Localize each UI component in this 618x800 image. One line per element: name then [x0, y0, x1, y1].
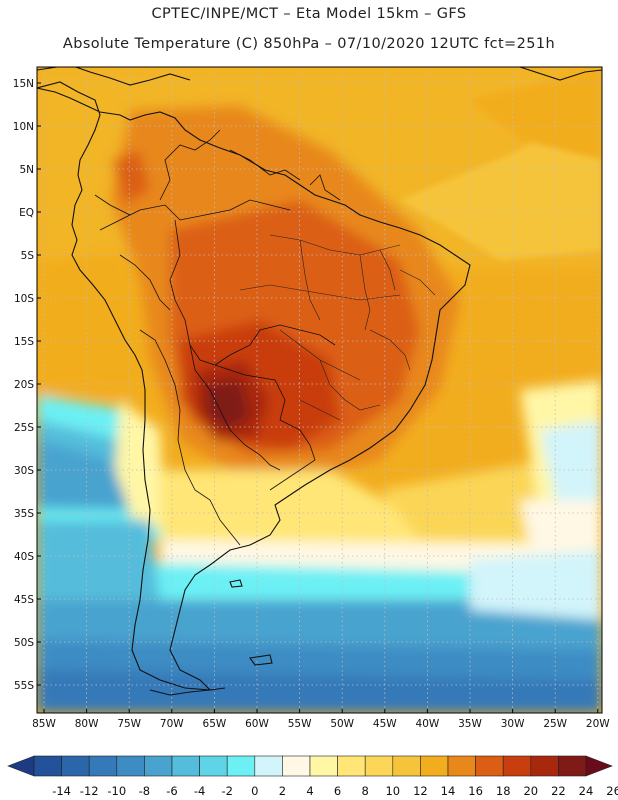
colorbar-swatch [144, 755, 173, 777]
colorbar-swatch [226, 755, 256, 777]
colorbar-swatch [116, 755, 145, 777]
lon-label: 60W [245, 718, 269, 730]
colorbar-swatch [33, 755, 62, 777]
lat-label: 10N [13, 121, 34, 133]
colorbar-swatch [420, 755, 449, 777]
colorbar-label: -12 [80, 784, 99, 798]
colorbar-label: 12 [413, 784, 428, 798]
lon-label: 85W [32, 718, 56, 730]
lat-label: 10S [14, 293, 34, 305]
colorbar-swatch [309, 755, 338, 777]
colorbar-label: 16 [468, 784, 483, 798]
lon-label: 25W [543, 718, 567, 730]
coastline [37, 67, 602, 696]
lon-label: 70W [160, 718, 184, 730]
colorbar-swatch [61, 755, 90, 777]
lat-label: 45S [14, 594, 34, 606]
lon-label: 55W [288, 718, 312, 730]
colorbar-swatch [475, 755, 504, 777]
colorbar-label: -2 [221, 784, 232, 798]
colorbar-label: 0 [251, 784, 258, 798]
colorbar-label: 6 [334, 784, 341, 798]
temperature-field [37, 67, 602, 713]
lon-label: 20W [586, 718, 610, 730]
colorbar-swatch [282, 755, 311, 777]
lon-label: 80W [75, 718, 99, 730]
colorbar-swatch [254, 755, 283, 777]
colorbar [7, 755, 613, 777]
lat-label: 20S [14, 379, 34, 391]
colorbar-label: -6 [166, 784, 177, 798]
lon-label: 40W [416, 718, 440, 730]
colorbar-swatch [337, 755, 366, 777]
colorbar-label: 24 [579, 784, 594, 798]
colorbar-label: 10 [385, 784, 400, 798]
colorbar-swatch [392, 755, 421, 777]
lat-label: EQ [19, 207, 34, 219]
lat-label: 15S [14, 336, 34, 348]
colorbar-min-arrow [7, 755, 35, 777]
state-borders [239, 234, 436, 421]
colorbar-max-arrow [585, 755, 613, 777]
lat-label: 25S [14, 422, 34, 434]
colorbar-swatch [364, 755, 394, 777]
chart-title: CPTEC/INPE/MCT – Eta Model 15km – GFS [151, 6, 467, 22]
lon-label: 30W [501, 718, 525, 730]
lat-label: 5N [19, 164, 34, 176]
lat-label: 50S [14, 637, 34, 649]
colorbar-label: -8 [139, 784, 150, 798]
country-borders [94, 129, 341, 546]
colorbar-swatch [502, 755, 532, 777]
colorbar-label: 4 [306, 784, 313, 798]
colorbar-label: -10 [107, 784, 126, 798]
colorbar-swatch [558, 755, 587, 777]
lat-label: 55S [14, 680, 34, 692]
colorbar-label: 20 [523, 784, 538, 798]
colorbar-swatch [447, 755, 476, 777]
chart-subtitle: Absolute Temperature (C) 850hPa – 07/10/… [62, 36, 556, 52]
lat-label: 5S [21, 250, 35, 262]
colorbar-label: 26 [606, 784, 618, 798]
lat-label: 35S [14, 508, 34, 520]
colorbar-label: 18 [496, 784, 511, 798]
lat-label: 15N [13, 78, 34, 90]
colorbar-swatch [171, 755, 200, 777]
lon-label: 35W [458, 718, 482, 730]
colorbar-swatch [199, 755, 228, 777]
colorbar-label: -4 [194, 784, 205, 798]
lat-label: 40S [14, 551, 34, 563]
colorbar-swatch [530, 755, 559, 777]
lat-label: 30S [14, 465, 34, 477]
colorbar-swatch [88, 755, 118, 777]
lon-label: 45W [373, 718, 397, 730]
lon-label: 75W [117, 718, 141, 730]
colorbar-label: 8 [362, 784, 369, 798]
colorbar-label: 14 [441, 784, 456, 798]
lon-label: 65W [203, 718, 227, 730]
colorbar-label: -14 [52, 784, 71, 798]
map-frame [36, 66, 603, 714]
lon-label: 50W [330, 718, 354, 730]
colorbar-label: 22 [551, 784, 566, 798]
colorbar-label: 2 [279, 784, 286, 798]
